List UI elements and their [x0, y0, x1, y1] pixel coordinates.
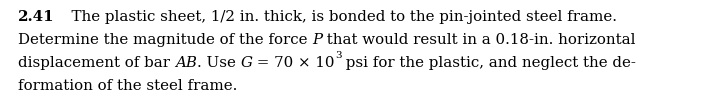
Text: Determine the magnitude of the force: Determine the magnitude of the force: [18, 33, 312, 47]
Text: The plastic sheet, 1/2 in. thick, is bonded to the pin-jointed steel frame.: The plastic sheet, 1/2 in. thick, is bon…: [63, 10, 617, 24]
Text: G: G: [240, 56, 252, 70]
Text: = 70 × 10: = 70 × 10: [252, 56, 335, 70]
Text: displacement of bar: displacement of bar: [18, 56, 175, 70]
Text: psi for the plastic, and neglect the de-: psi for the plastic, and neglect the de-: [342, 56, 636, 70]
Text: P: P: [312, 33, 323, 47]
Text: 2.41: 2.41: [18, 10, 54, 24]
Text: formation of the steel frame.: formation of the steel frame.: [18, 79, 238, 93]
Text: . Use: . Use: [196, 56, 240, 70]
Text: 3: 3: [335, 51, 342, 60]
Text: that would result in a 0.18-in. horizontal: that would result in a 0.18-in. horizont…: [323, 33, 636, 47]
Text: AB: AB: [175, 56, 196, 70]
